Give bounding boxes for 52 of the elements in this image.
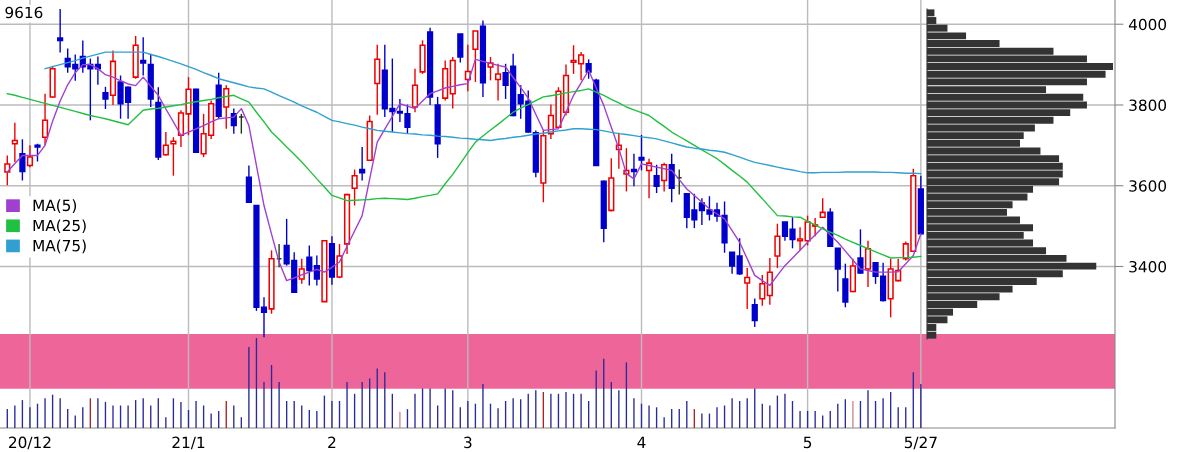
candlestick [11,122,18,163]
candlestick [751,297,758,328]
candlestick [102,86,109,110]
candlestick [306,244,313,287]
candlestick [4,154,11,187]
candlestick [819,197,826,218]
candlestick [766,257,773,306]
candlestick [638,134,645,172]
candlestick [623,147,630,193]
candlestick [864,239,872,288]
candlestick [759,274,766,307]
line-series [44,51,922,175]
candlestick [170,136,177,177]
x-tick-label: 5/27 [904,436,937,450]
candlestick [857,228,864,275]
candlestick [668,153,675,203]
x-tick-label: 2 [328,436,336,448]
candlestick [351,168,358,207]
candlestick [140,36,147,77]
x-tick-label: 5 [803,436,812,449]
candlestick [57,8,64,54]
candlestick [653,164,660,194]
candlestick [736,237,743,276]
candlestick [472,30,479,83]
candlestick [774,222,781,269]
candlestick [487,56,494,82]
candlestick [411,67,419,113]
candlestick [26,144,34,168]
candlestick [298,258,305,285]
candlestick [41,92,49,147]
legend-label: MA(25) [33,219,86,234]
legend-label: MA(75) [33,239,86,254]
x-tick-label: 3 [464,436,472,449]
x-tick-label: 21/1 [172,436,205,450]
chart-title: 9616 [5,6,43,19]
legend-label: MA(5) [33,199,77,213]
x-tick-label: 4 [637,436,646,448]
candlestick [630,153,638,187]
y-tick-label: 3400 [1129,260,1167,273]
candlestick [744,267,751,310]
candlestick [359,146,366,182]
candlestick [842,262,849,308]
y-tick-label: 4000 [1128,18,1167,31]
candlestick [457,33,464,64]
candlestick [223,84,230,130]
candlestick [834,247,841,293]
x-tick-label: 20/12 [9,436,51,450]
candlestick [19,138,26,182]
y-tick-label: 3600 [1129,180,1167,192]
candlestick [494,63,502,102]
candlestick [728,251,736,275]
y-tick-label: 3800 [1129,99,1167,111]
